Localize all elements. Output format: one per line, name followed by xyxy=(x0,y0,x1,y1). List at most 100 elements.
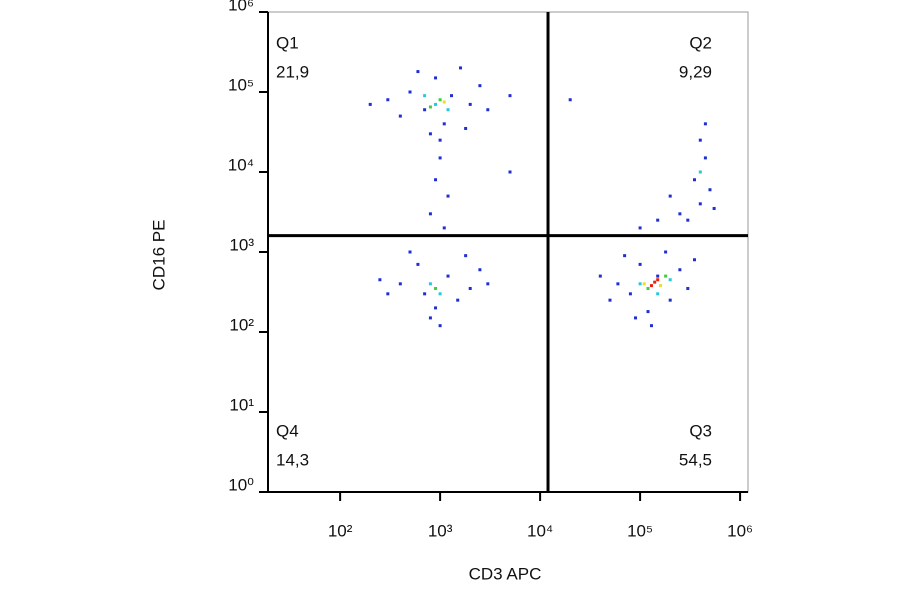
data-point xyxy=(423,108,427,112)
data-point xyxy=(434,178,438,182)
data-point xyxy=(656,292,660,296)
data-point xyxy=(642,282,646,286)
data-point xyxy=(438,156,442,160)
data-point xyxy=(698,138,702,142)
data-point xyxy=(638,282,642,286)
data-point xyxy=(468,102,472,106)
data-point xyxy=(664,274,668,278)
data-point xyxy=(478,268,482,272)
data-point xyxy=(703,122,707,126)
data-point xyxy=(442,122,446,126)
data-point xyxy=(616,282,620,286)
data-point xyxy=(656,274,660,278)
data-point xyxy=(386,292,390,296)
data-point xyxy=(416,262,420,266)
x-axis-title: CD3 APC xyxy=(469,564,542,583)
data-point xyxy=(668,194,672,198)
data-point xyxy=(438,324,442,328)
data-point xyxy=(656,218,660,222)
data-point xyxy=(623,254,627,258)
data-point xyxy=(656,278,660,282)
data-point xyxy=(638,262,642,266)
data-point xyxy=(634,316,638,320)
data-point xyxy=(434,102,438,106)
data-point xyxy=(464,126,468,130)
data-point xyxy=(628,292,632,296)
data-point xyxy=(646,286,650,290)
data-point xyxy=(692,178,696,182)
x-tick-label: 10⁶ xyxy=(727,521,753,540)
x-tick-label: 10³ xyxy=(428,521,453,540)
quadrant-name: Q2 xyxy=(689,33,712,52)
data-point xyxy=(438,138,442,142)
data-point xyxy=(428,282,432,286)
data-point xyxy=(678,212,682,216)
data-point xyxy=(608,298,612,302)
y-tick-label: 10¹ xyxy=(229,395,254,414)
y-axis-title: CD16 PE xyxy=(149,220,168,291)
data-point xyxy=(368,102,372,106)
quadrant-name: Q3 xyxy=(689,421,712,440)
data-point xyxy=(598,274,602,278)
data-point xyxy=(434,286,438,290)
data-point xyxy=(478,84,482,88)
data-point xyxy=(428,212,432,216)
data-point xyxy=(464,254,468,258)
data-point xyxy=(378,278,382,282)
data-point xyxy=(459,66,463,70)
data-point xyxy=(446,194,450,198)
data-point xyxy=(408,250,412,254)
data-point xyxy=(698,170,702,174)
data-point xyxy=(428,316,432,320)
quadrant-percent: 54,5 xyxy=(679,450,712,469)
y-tick-label: 10² xyxy=(229,315,254,334)
x-tick-label: 10⁴ xyxy=(527,521,553,540)
data-point xyxy=(438,98,442,102)
quadrant-percent: 14,3 xyxy=(276,450,309,469)
data-point xyxy=(450,94,454,98)
data-point xyxy=(398,282,402,286)
data-point xyxy=(442,226,446,230)
data-point xyxy=(664,250,668,254)
data-point xyxy=(508,94,512,98)
data-point xyxy=(646,310,650,314)
data-point xyxy=(686,218,690,222)
data-point xyxy=(568,98,572,102)
data-point xyxy=(386,98,390,102)
plot-frame xyxy=(267,11,749,493)
data-point xyxy=(446,108,450,112)
data-point xyxy=(423,94,427,98)
data-point xyxy=(659,284,663,288)
y-tick-label: 10³ xyxy=(229,235,254,254)
data-point xyxy=(508,170,512,174)
data-point xyxy=(678,268,682,272)
data-point xyxy=(668,298,672,302)
data-point xyxy=(434,76,438,80)
data-point xyxy=(442,100,446,104)
data-point xyxy=(649,324,653,328)
data-point xyxy=(428,105,432,109)
data-point xyxy=(638,226,642,230)
data-point xyxy=(698,202,702,206)
x-tick-label: 10² xyxy=(328,521,353,540)
data-point xyxy=(703,156,707,160)
quadrant-name: Q1 xyxy=(276,33,299,52)
quadrant-name: Q4 xyxy=(276,421,299,440)
data-point xyxy=(398,114,402,118)
data-point xyxy=(446,274,450,278)
y-tick-label: 10⁰ xyxy=(228,475,254,494)
data-point xyxy=(486,282,490,286)
data-point xyxy=(423,292,427,296)
data-point xyxy=(686,286,690,290)
data-point xyxy=(712,206,716,210)
data-point xyxy=(416,70,420,74)
data-point xyxy=(486,108,490,112)
data-point xyxy=(708,188,712,192)
data-point xyxy=(668,278,672,282)
data-point xyxy=(692,258,696,262)
quadrant-percent: 9,29 xyxy=(679,62,712,81)
data-point xyxy=(649,284,653,288)
x-tick-label: 10⁵ xyxy=(627,521,653,540)
